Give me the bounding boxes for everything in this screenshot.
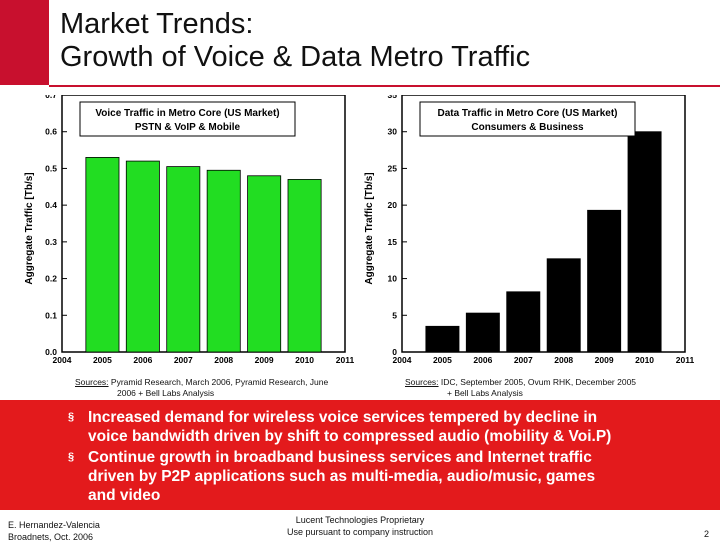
sources-left-label: Sources: [75,377,109,387]
x-tick-label: 2008 [214,355,233,365]
y-tick-label: 0.0 [45,347,57,357]
bullet-2-line3: and video [88,487,161,504]
footer-prop-line2: Use pursuant to company instruction [286,527,434,537]
x-tick-label: 2006 [473,355,492,365]
bar-2005 [85,157,120,353]
y-axis-label: Aggregate Traffic [Tb/s] [364,172,375,284]
sources-right: Sources: IDC, September 2005, Ovum RHK, … [405,377,705,399]
sources-right-label: Sources: [405,377,439,387]
x-tick-label: 2009 [595,355,614,365]
bar-2005 [425,325,460,353]
x-tick-label: 2007 [514,355,533,365]
x-tick-label: 2007 [174,355,193,365]
page-number: 2 [704,529,710,539]
footer-prop-line1: Lucent Technologies Proprietary [295,515,425,525]
title-underline [49,85,720,87]
sources-left-line1: Pyramid Research, March 2006, Pyramid Re… [110,377,329,387]
y-tick-label: 10 [388,274,398,284]
bar-2007 [166,166,201,353]
y-tick-label: 15 [388,237,398,247]
x-tick-label: 2010 [295,355,314,365]
bar-2006 [125,160,160,353]
bar-2010 [627,131,662,353]
y-tick-label: 25 [388,163,398,173]
accent-bar [0,0,49,85]
sources-left: Sources: Pyramid Research, March 2006, P… [75,377,375,399]
sources-right-line2: + Bell Labs Analysis [447,388,523,398]
bullet-1-line1: Increased demand for wireless voice serv… [88,409,598,426]
title-line-2: Growth of Voice & Data Metro Traffic [60,41,531,73]
footer-bar [0,510,720,540]
sources-left-line2: 2006 + Bell Labs Analysis [117,388,215,398]
x-tick-label: 2010 [635,355,654,365]
sources-right-line1: IDC, September 2005, Ovum RHK, December … [440,377,637,387]
chart-title-line2: Consumers & Business [471,122,584,133]
chart-title-line1: Data Traffic in Metro Core (US Market) [437,108,617,119]
bullet-2-line1: Continue growth in broadband business se… [88,449,592,466]
y-tick-label: 0 [392,347,397,357]
bar-2009 [587,209,622,353]
y-tick-label: 35 [388,95,398,100]
y-tick-label: 5 [392,310,397,320]
footer-author-name: E. Hernandez-Valencia [8,520,100,530]
chart-title-line2: PSTN & VoIP & Mobile [135,122,241,133]
x-tick-label: 2009 [255,355,274,365]
page-title: Market Trends: Growth of Voice & Data Me… [60,8,530,74]
voice-traffic-chart: 0.0 0.1 0.2 0.3 0.4 0.5 0.6 0.7 2004 2005 2006 2007… [24,95,355,365]
y-axis-label: Aggregate Traffic [Tb/s] [24,172,35,284]
y-tick-label: 20 [388,200,398,210]
chart-title-line1: Voice Traffic in Metro Core (US Market) [95,108,279,119]
x-tick-label: 2004 [53,355,72,365]
bullet-panel: § Increased demand for wireless voice se… [0,400,720,510]
bullet-mark-icon: § [68,451,75,463]
y-tick-label: 0.7 [45,95,57,100]
footer-event: Broadnets, Oct. 2006 [8,532,94,542]
bar-2008 [206,169,241,353]
bar-2010 [287,179,322,353]
bar-2006 [465,312,500,353]
footer-author: E. Hernandez-Valencia Broadnets, Oct. 20… [8,519,100,543]
bar-2009 [247,175,282,353]
chart-title-box [79,101,296,137]
x-tick-label: 2011 [676,355,695,365]
y-tick-label: 0.1 [45,310,57,320]
y-tick-label: 0.5 [45,163,57,173]
bar-2008 [546,258,581,353]
x-tick-label: 2008 [554,355,573,365]
y-tick-label: 0.2 [45,274,57,284]
footer-proprietary: Lucent Technologies Proprietary Use purs… [280,514,440,538]
x-tick-label: 2006 [133,355,152,365]
x-tick-label: 2005 [433,355,452,365]
chart-title-box [419,101,636,137]
y-tick-label: 0.4 [45,200,57,210]
bullet-item-1: § Increased demand for wireless voice se… [68,408,688,446]
bullet-item-2: § Continue growth in broadband business … [68,448,688,505]
x-tick-label: 2005 [93,355,112,365]
bullet-2-line2: driven by P2P applications such as multi… [88,468,596,485]
x-tick-label: 2011 [336,355,355,365]
bullet-mark-icon: § [68,411,75,423]
bullet-1-line2: voice bandwidth driven by shift to compr… [88,428,612,445]
y-tick-label: 0.6 [45,127,57,137]
bar-2007 [506,291,541,353]
data-traffic-chart: 0 5 10 15 20 25 30 35 2004 2005 2006 2007 2008 2009 20… [364,95,695,365]
title-line-1: Market Trends: [60,8,254,40]
y-tick-label: 30 [388,127,398,137]
y-tick-label: 0.3 [45,237,57,247]
x-tick-label: 2004 [393,355,412,365]
